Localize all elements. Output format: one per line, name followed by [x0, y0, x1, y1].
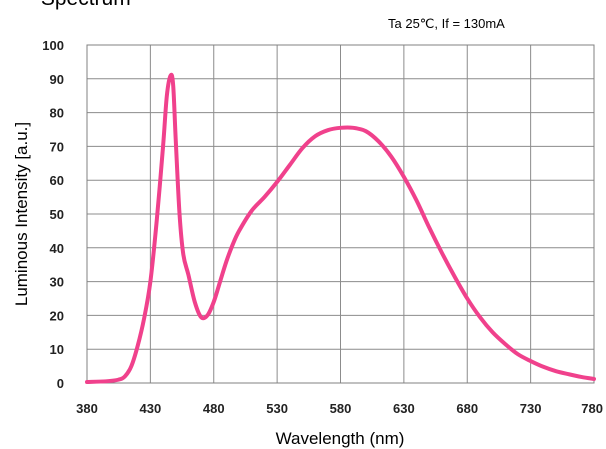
x-tick-label: 380: [76, 401, 98, 416]
x-tick-label: 530: [266, 401, 288, 416]
x-tick-label: 680: [456, 401, 478, 416]
y-tick-label: 70: [50, 139, 64, 154]
x-tick-label: 430: [140, 401, 162, 416]
x-axis-ticks: 380 430 480 530 580 630 680 730 780: [76, 401, 603, 416]
x-tick-label: 580: [330, 401, 352, 416]
x-tick-label: 780: [581, 401, 603, 416]
y-axis-label: Luminous Intensity [a.u.]: [12, 122, 31, 306]
y-tick-label: 10: [50, 342, 64, 357]
y-tick-label: 100: [42, 38, 64, 53]
x-axis-label: Wavelength (nm): [276, 429, 405, 448]
y-tick-label: 60: [50, 173, 64, 188]
spectrum-line: [85, 72, 596, 384]
plot-frame: [86, 44, 595, 384]
x-tick-label: 730: [520, 401, 542, 416]
y-tick-label: 30: [50, 275, 64, 290]
chart-title: - Spectrum: [28, 0, 131, 10]
y-tick-label: 40: [50, 241, 64, 256]
y-tick-label: 90: [50, 72, 64, 87]
grid-lines: [87, 45, 594, 383]
x-tick-label: 630: [393, 401, 415, 416]
y-tick-label: 50: [50, 207, 64, 222]
chart-subtitle: Ta 25℃, If = 130mA: [388, 16, 505, 31]
y-axis-ticks: 0 10 20 30 40 50 60 70 80 90 100: [42, 38, 64, 391]
y-tick-label: 80: [50, 106, 64, 121]
y-tick-label: 0: [57, 376, 64, 391]
x-tick-label: 480: [203, 401, 225, 416]
y-tick-label: 20: [50, 308, 64, 323]
